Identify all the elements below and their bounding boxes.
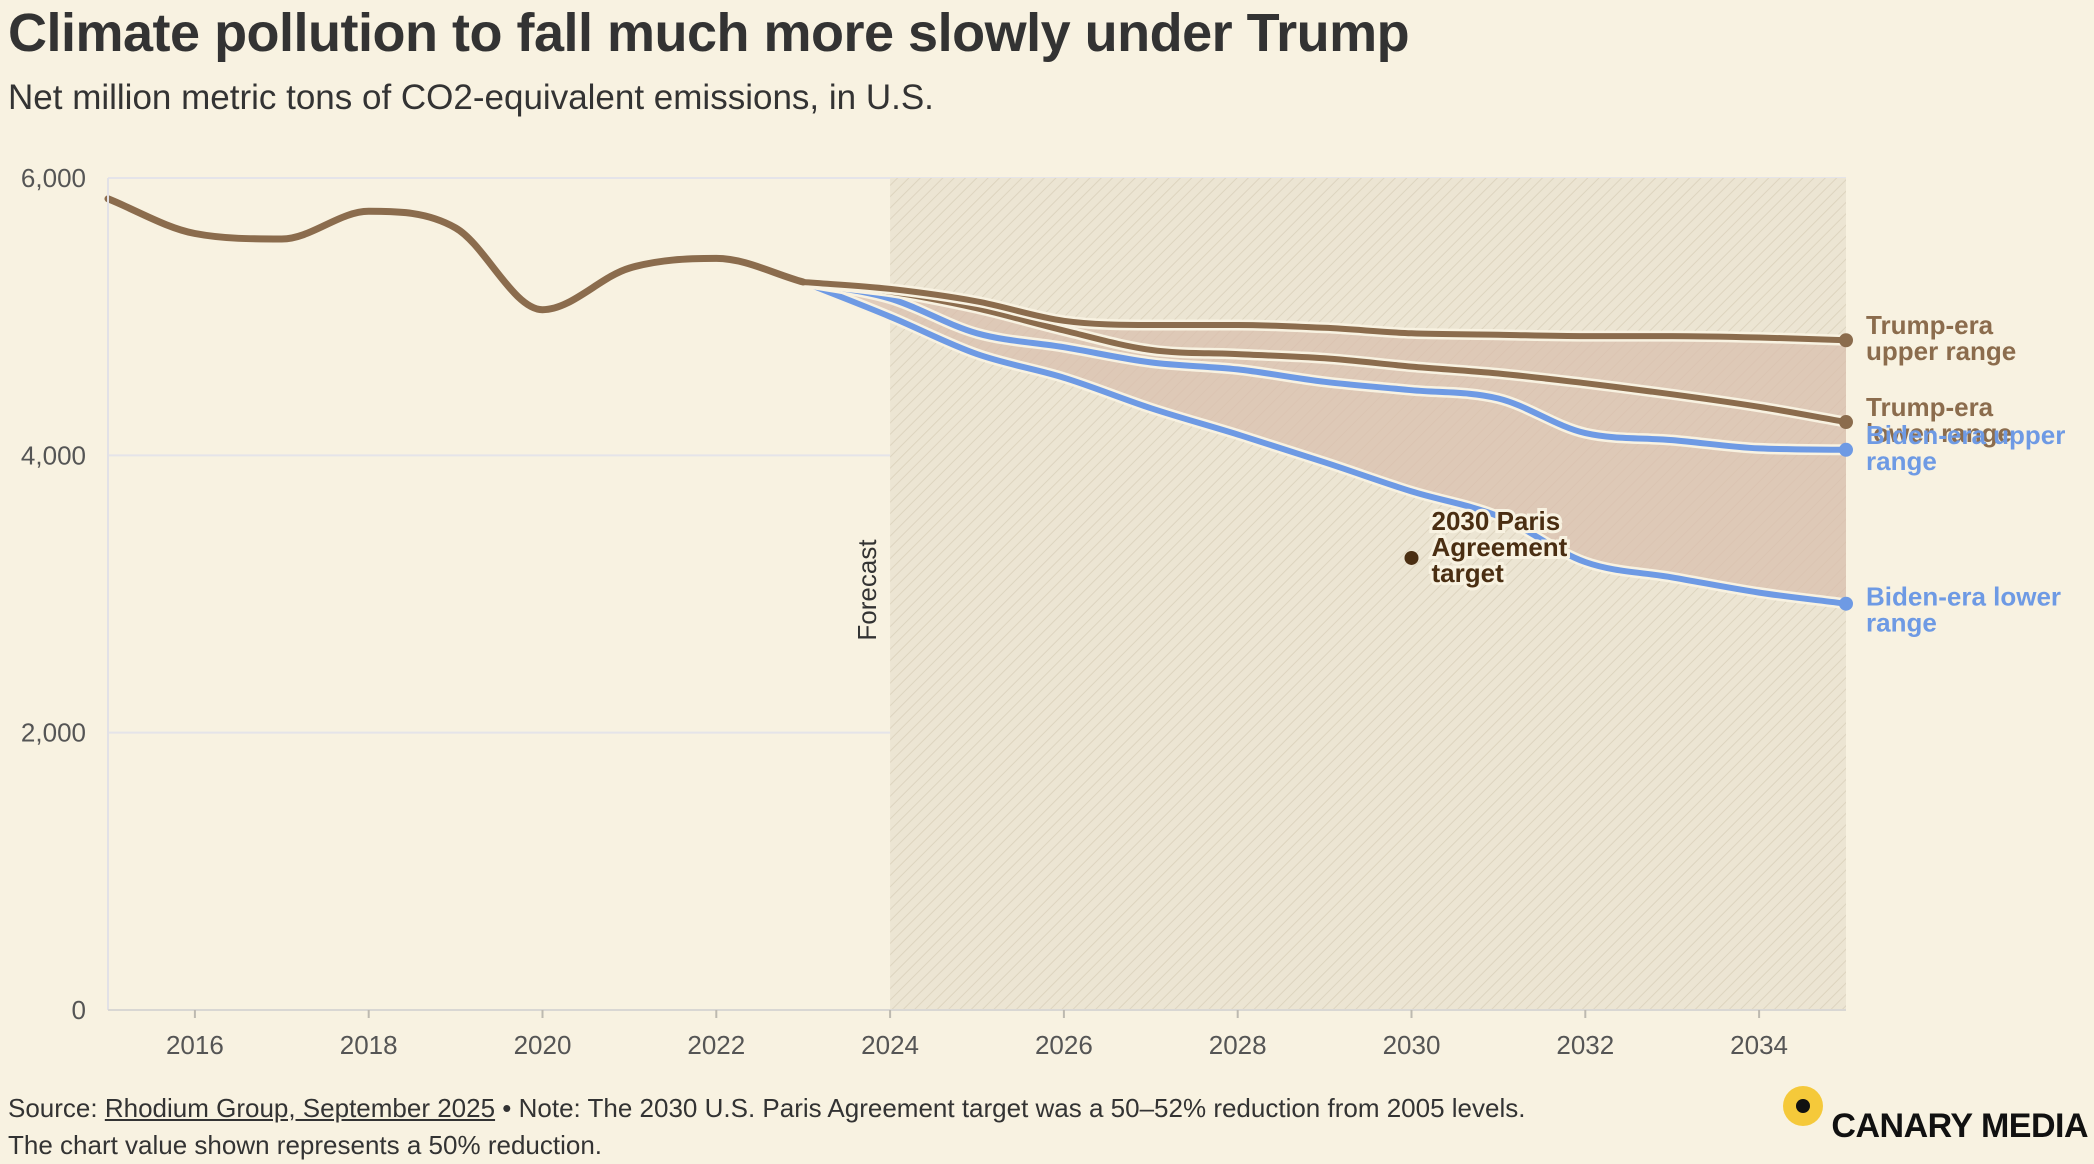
- emissions-chart: 0 2,000 4,000 6,000 2016 2018 2020 2022 2024 2026…: [21, 163, 2066, 1060]
- series-line: [800, 279, 1849, 344]
- paris-target-label-line: Agreement: [1432, 532, 1568, 562]
- series-lines: [104, 195, 1852, 610]
- series-label: Trump-era upper range: [1866, 310, 2016, 366]
- x-tick-label: 2032: [1556, 1030, 1614, 1060]
- note-line-2: The chart value shown represents a 50% r…: [8, 1130, 603, 1160]
- source-prefix: Source:: [8, 1093, 105, 1123]
- note-line-1: • Note: The 2030 U.S. Paris Agreement ta…: [495, 1093, 1526, 1123]
- series-label-line: lower range: [1866, 418, 2012, 448]
- y-tick-label: 0: [72, 995, 86, 1025]
- series-label-line: Trump-era: [1866, 392, 1994, 422]
- y-tick-label: 6,000: [21, 163, 86, 193]
- x-tick-label: 2028: [1209, 1030, 1267, 1060]
- range-bands: [803, 282, 1847, 604]
- range-band: [803, 282, 1847, 604]
- series-label-line: Biden-era lower: [1866, 582, 2061, 612]
- series-end-marker: [1839, 596, 1853, 611]
- historical-line: [104, 195, 807, 314]
- series-line: [800, 279, 1849, 607]
- series-line: [800, 279, 1849, 426]
- series-label: Trump-era lower range: [1866, 392, 2012, 448]
- series-end-marker: [1839, 442, 1853, 457]
- series-label-line: range: [1866, 608, 1937, 638]
- series-line: [800, 279, 1849, 453]
- source-link[interactable]: Rhodium Group, September 2025: [104, 1093, 496, 1123]
- y-tick-label: 2,000: [21, 718, 86, 748]
- series-label-line: upper range: [1866, 336, 2016, 366]
- paris-target-label-line: 2030 Paris: [1432, 506, 1561, 536]
- series-end-marker: [1839, 415, 1853, 430]
- series-end-markers: [1404, 333, 1853, 611]
- canary-logo-icon: [1783, 1086, 1824, 1126]
- chart-title: Climate pollution to fall much more slow…: [8, 3, 1410, 63]
- x-tick-label: 2022: [687, 1030, 745, 1060]
- logo-text: CANARY MEDIA: [1831, 1106, 2088, 1145]
- paris-target-marker: [1404, 550, 1419, 565]
- series-label-line: Trump-era: [1866, 310, 1994, 340]
- forecast-shading: [890, 178, 1846, 1010]
- series-label: Biden-era upper range: [1866, 420, 2065, 476]
- x-tick-label: 2016: [166, 1030, 224, 1060]
- x-tick-label: 2034: [1730, 1030, 1788, 1060]
- paris-target-label-line: target: [1432, 558, 1505, 588]
- series-label: Biden-era lower range: [1866, 582, 2061, 638]
- paris-target-label: 2030 Paris Agreement target: [1432, 506, 1568, 588]
- x-tick-label: 2020: [514, 1030, 572, 1060]
- canary-media-logo[interactable]: CANARY MEDIA: [1783, 1086, 2088, 1145]
- x-tick-label: 2024: [861, 1030, 919, 1060]
- series-end-marker: [1839, 333, 1853, 348]
- series-label-line: Biden-era upper: [1866, 420, 2065, 450]
- chart-subtitle: Net million metric tons of CO2-equivalen…: [8, 78, 934, 117]
- series-label-line: range: [1866, 446, 1937, 476]
- forecast-label: Forecast: [852, 539, 882, 641]
- y-tick-label: 4,000: [21, 440, 86, 470]
- x-tick-label: 2026: [1035, 1030, 1093, 1060]
- footer-note: Source: Rhodium Group, September 2025 • …: [8, 1090, 1525, 1164]
- x-tick-label: 2018: [340, 1030, 398, 1060]
- axes: 0 2,000 4,000 6,000 2016 2018 2020 2022 2024 2026…: [21, 163, 1846, 1060]
- x-tick-label: 2030: [1383, 1030, 1441, 1060]
